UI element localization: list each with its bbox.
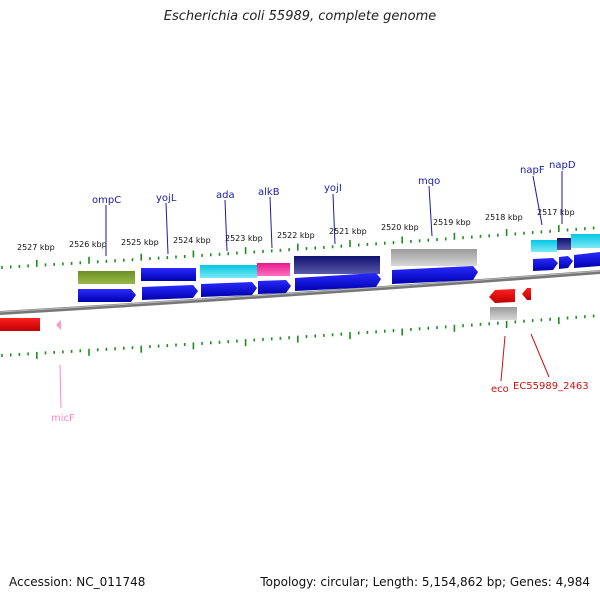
feature-yojL-gene[interactable] <box>141 268 196 281</box>
feature-nap-next-cds[interactable] <box>574 252 600 268</box>
gene-label-EC55989_2463: EC55989_2463 <box>513 381 589 392</box>
kbp-label: 2527 kbp <box>17 243 55 252</box>
kbp-label: 2518 kbp <box>485 213 523 222</box>
feature-napD-cds[interactable] <box>559 256 573 269</box>
gene-label-eco: eco <box>491 384 509 395</box>
feature-yojL-cds[interactable] <box>142 285 198 300</box>
feature-napF-cds[interactable] <box>533 258 558 271</box>
feature-ada-gene[interactable] <box>200 265 257 278</box>
kbp-label: 2525 kbp <box>121 238 159 247</box>
genome-summary: Topology: circular; Length: 5,154,862 bp… <box>260 575 590 589</box>
kbp-label: 2520 kbp <box>381 223 419 232</box>
feature-yojI-gene[interactable] <box>294 256 380 274</box>
accession-label: Accession: NC_011748 <box>9 575 146 589</box>
gene-label-alkB: alkB <box>258 187 280 198</box>
gene-label-yojL: yojL <box>156 193 177 204</box>
feature-ompC-cds[interactable] <box>78 289 136 302</box>
label-leaders <box>59 171 563 409</box>
gene-label-napF: napF <box>520 165 545 176</box>
feature-yojI-cds[interactable] <box>295 273 381 291</box>
feature-micF-rna[interactable] <box>56 320 61 330</box>
gene-label-mqo: mqo <box>418 176 440 187</box>
outer-scale-ring <box>1 225 595 269</box>
feature-mqo-gene[interactable] <box>391 249 477 266</box>
feature-mqo-cds[interactable] <box>392 266 478 284</box>
feature-eco-gene[interactable] <box>490 307 517 320</box>
feature-napD-gene[interactable] <box>557 238 571 250</box>
feature-eco-cds[interactable] <box>489 289 515 303</box>
feature-ada-cds[interactable] <box>201 282 257 297</box>
feature-ompC-gene[interactable] <box>78 271 135 284</box>
kbp-label: 2526 kbp <box>69 240 107 249</box>
feature-nap-next-gene[interactable] <box>571 234 600 248</box>
genome-backbone <box>0 270 600 315</box>
feature-EC55989_2463-cds[interactable] <box>522 288 531 300</box>
kbp-label: 2519 kbp <box>433 218 471 227</box>
feature-napF-gene[interactable] <box>531 240 557 252</box>
kbp-label: 2521 kbp <box>329 227 367 236</box>
feature-left-reverse-cds[interactable] <box>0 318 40 331</box>
feature-alkB-gene[interactable] <box>257 263 290 276</box>
gene-label-micF: micF <box>51 413 75 424</box>
inner-scale-ring <box>1 314 595 359</box>
map-title: Escherichia coli 55989, complete genome <box>163 9 437 24</box>
gene-label-napD: napD <box>549 160 576 171</box>
kbp-label: 2524 kbp <box>173 236 211 245</box>
kbp-label: 2517 kbp <box>537 208 575 217</box>
gene-label-yojI: yojI <box>324 183 342 194</box>
feature-alkB-cds[interactable] <box>258 280 291 294</box>
gene-label-ompC: ompC <box>92 195 121 206</box>
kbp-label: 2522 kbp <box>277 231 315 240</box>
kbp-label: 2523 kbp <box>225 234 263 243</box>
gene-label-ada: ada <box>216 190 235 201</box>
